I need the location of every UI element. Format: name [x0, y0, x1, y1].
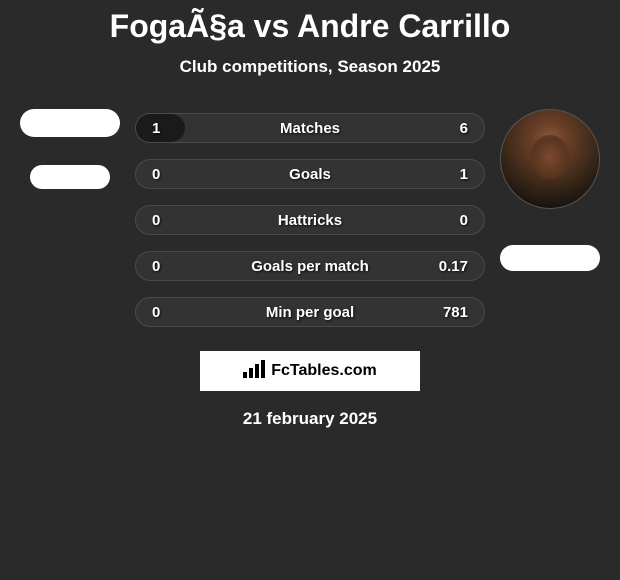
- bar-chart-icon: [243, 360, 265, 383]
- stat-value-left: 0: [152, 258, 160, 275]
- stat-bar-goals-per-match: 0 Goals per match 0.17: [135, 251, 485, 281]
- footer-brand-text: FcTables.com: [271, 362, 377, 380]
- stat-bar-goals: 0 Goals 1: [135, 159, 485, 189]
- stat-value-right: 0: [460, 212, 468, 229]
- stat-bar-min-per-goal: 0 Min per goal 781: [135, 297, 485, 327]
- player-left-column: [15, 107, 125, 189]
- date-text: 21 february 2025: [0, 409, 620, 429]
- stat-value-right: 1: [460, 166, 468, 183]
- player-right-badge-placeholder: [500, 245, 600, 271]
- stat-value-left: 0: [152, 166, 160, 183]
- stat-value-left: 0: [152, 304, 160, 321]
- player-right-avatar: [500, 109, 600, 209]
- comparison-card: FogaÃ§a vs Andre Carrillo Club competiti…: [0, 0, 620, 429]
- stat-label: Hattricks: [278, 212, 342, 229]
- stat-value-left: 1: [152, 120, 160, 137]
- player-left-badge-placeholder: [30, 165, 110, 189]
- stat-bar-hattricks: 0 Hattricks 0: [135, 205, 485, 235]
- stat-label: Goals: [289, 166, 331, 183]
- subtitle: Club competitions, Season 2025: [0, 57, 620, 77]
- stat-bar-fill: [136, 114, 185, 142]
- main-content: 1 Matches 6 0 Goals 1 0 Hattricks 0 0 Go…: [0, 107, 620, 327]
- player-left-avatar-placeholder: [20, 109, 120, 137]
- stat-label: Matches: [280, 120, 340, 137]
- stat-value-right: 781: [443, 304, 468, 321]
- player-right-column: [495, 107, 605, 271]
- stat-label: Min per goal: [266, 304, 354, 321]
- footer-brand-box[interactable]: FcTables.com: [200, 351, 420, 391]
- stats-column: 1 Matches 6 0 Goals 1 0 Hattricks 0 0 Go…: [135, 107, 485, 327]
- stat-value-right: 0.17: [439, 258, 468, 275]
- stat-label: Goals per match: [251, 258, 369, 275]
- stat-bar-matches: 1 Matches 6: [135, 113, 485, 143]
- page-title: FogaÃ§a vs Andre Carrillo: [0, 8, 620, 45]
- stat-value-right: 6: [460, 120, 468, 137]
- stat-value-left: 0: [152, 212, 160, 229]
